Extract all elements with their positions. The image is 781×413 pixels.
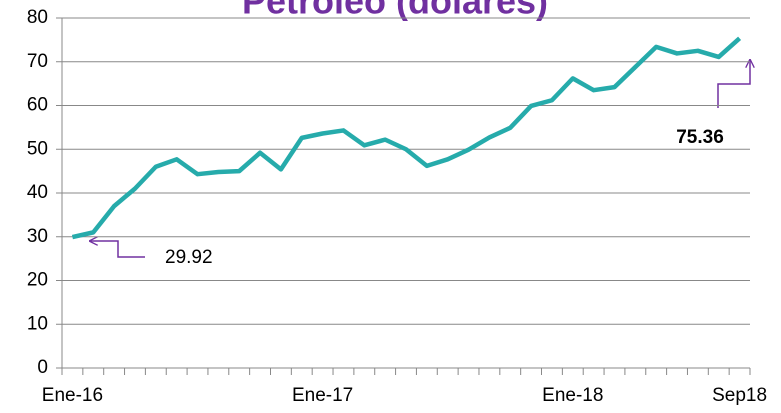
- chart-title: Petróleo (dólares): [242, 0, 548, 22]
- data-label: 75.36: [676, 127, 724, 148]
- y-tick-label: 30: [27, 226, 48, 247]
- y-tick-label: 0: [37, 357, 48, 378]
- y-tick-label: 40: [27, 182, 48, 203]
- x-tick-label: Sep18: [712, 385, 767, 406]
- y-tick-label: 50: [27, 138, 48, 159]
- annotation-arrow: [717, 60, 750, 108]
- x-tick-label: Ene-17: [292, 385, 353, 406]
- y-tick-label: 20: [27, 270, 48, 291]
- x-tick-label: Ene-18: [542, 385, 603, 406]
- y-tick-label: 60: [27, 95, 48, 116]
- y-tick-label: 10: [27, 313, 48, 334]
- y-tick-label: 70: [27, 51, 48, 72]
- line-series: [71, 36, 742, 240]
- annotation-arrow: [90, 241, 145, 258]
- data-label: 29.92: [165, 247, 213, 268]
- y-tick-label: 80: [27, 7, 48, 28]
- x-tick-label: Ene-16: [42, 385, 103, 406]
